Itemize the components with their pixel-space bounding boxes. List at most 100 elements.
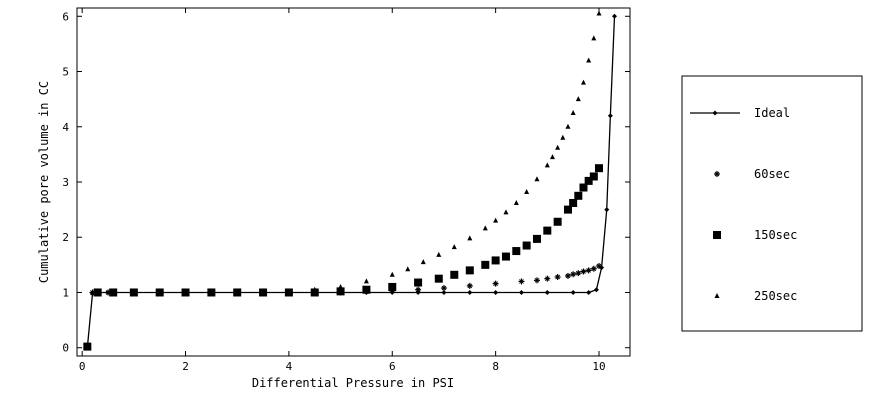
- data-point: [543, 226, 552, 235]
- data-point: [465, 266, 474, 275]
- data-point: [594, 164, 603, 173]
- legend-marker: [714, 293, 720, 298]
- legend-label: 150sec: [754, 228, 797, 242]
- data-point: [512, 247, 521, 256]
- data-point: [109, 288, 118, 297]
- legend-box: [681, 75, 863, 332]
- data-point: [207, 288, 216, 297]
- data-point: [436, 251, 442, 257]
- data-point: [491, 256, 500, 265]
- data-point: [503, 209, 509, 215]
- data-point: [467, 289, 473, 295]
- legend-marker: [712, 110, 718, 116]
- data-point: [564, 272, 571, 279]
- data-point: [440, 285, 447, 292]
- data-point: [434, 274, 443, 283]
- data-point: [234, 289, 240, 295]
- data-point: [580, 268, 587, 275]
- data-point: [482, 225, 488, 231]
- y-tick-label: 5: [62, 66, 69, 79]
- data-point: [501, 252, 510, 261]
- data-point: [565, 123, 571, 129]
- data-point: [522, 241, 531, 250]
- data-point: [575, 96, 581, 102]
- data-point: [570, 271, 577, 278]
- y-tick-label: 3: [62, 176, 69, 189]
- data-point: [450, 270, 459, 279]
- x-tick-label: 4: [286, 360, 293, 373]
- data-point: [560, 134, 566, 140]
- data-point: [544, 289, 550, 295]
- axis-ticks: 0 2 4 6 8 10 0 1 2 3 4 5 6: [62, 8, 630, 373]
- legend-item: 60sec: [714, 167, 790, 181]
- data-point: [579, 183, 588, 192]
- y-axis-title: Cumulative pore volume in CC: [37, 81, 51, 283]
- data-point: [533, 277, 540, 284]
- data-point: [310, 288, 319, 297]
- data-point: [513, 199, 519, 205]
- y-tick-label: 1: [62, 286, 69, 299]
- data-point: [534, 176, 540, 182]
- y-tick-label: 2: [62, 231, 69, 244]
- data-point: [589, 172, 598, 181]
- data-point: [389, 271, 395, 277]
- data-point: [544, 275, 551, 282]
- data-point: [493, 289, 499, 295]
- data-point: [451, 244, 457, 250]
- y-tick-label: 6: [62, 10, 69, 23]
- series-layer: [83, 10, 617, 351]
- data-point: [83, 342, 92, 351]
- data-point: [585, 267, 592, 274]
- data-point: [312, 286, 318, 292]
- data-point: [593, 287, 599, 293]
- legend-item: 250sec: [714, 289, 797, 303]
- x-axis-title: Differential Pressure in PSI: [252, 376, 454, 390]
- data-point: [467, 235, 473, 241]
- legend-item: Ideal: [690, 106, 790, 120]
- data-point: [481, 260, 490, 269]
- plot-frame: [76, 7, 631, 357]
- data-point: [155, 288, 164, 297]
- data-point: [388, 282, 397, 291]
- data-point: [570, 109, 576, 115]
- data-point: [493, 217, 499, 223]
- series-60sec: [89, 262, 602, 296]
- x-tick-label: 2: [182, 360, 189, 373]
- legend-label: 250sec: [754, 289, 797, 303]
- data-point: [420, 259, 426, 265]
- x-tick-label: 10: [592, 360, 605, 373]
- x-tick-label: 0: [79, 360, 86, 373]
- y-tick-label: 4: [62, 121, 69, 134]
- x-tick-label: 6: [389, 360, 396, 373]
- data-point: [549, 154, 555, 160]
- data-point: [586, 289, 592, 295]
- legend-label: 60sec: [754, 167, 790, 181]
- data-point: [363, 278, 369, 284]
- data-point: [569, 198, 578, 207]
- data-point: [183, 289, 189, 295]
- legend-marker: [714, 171, 720, 177]
- data-point: [590, 265, 597, 272]
- x-tick-label: 8: [492, 360, 499, 373]
- data-point: [90, 289, 96, 295]
- data-point: [532, 234, 541, 243]
- legend-marker: [713, 231, 721, 239]
- data-point: [570, 289, 576, 295]
- data-point: [596, 10, 602, 16]
- data-point: [286, 288, 292, 294]
- data-point: [415, 286, 422, 293]
- series-250sec: [90, 10, 602, 295]
- data-point: [595, 262, 602, 269]
- data-point: [575, 270, 582, 277]
- data-point: [362, 285, 371, 294]
- data-point: [492, 280, 499, 287]
- data-point: [405, 266, 411, 272]
- series-ideal: [84, 13, 617, 351]
- data-point: [580, 79, 586, 85]
- data-point: [607, 113, 613, 119]
- data-point: [544, 162, 550, 168]
- data-point: [611, 13, 617, 19]
- data-point: [591, 35, 597, 41]
- data-point: [131, 289, 137, 295]
